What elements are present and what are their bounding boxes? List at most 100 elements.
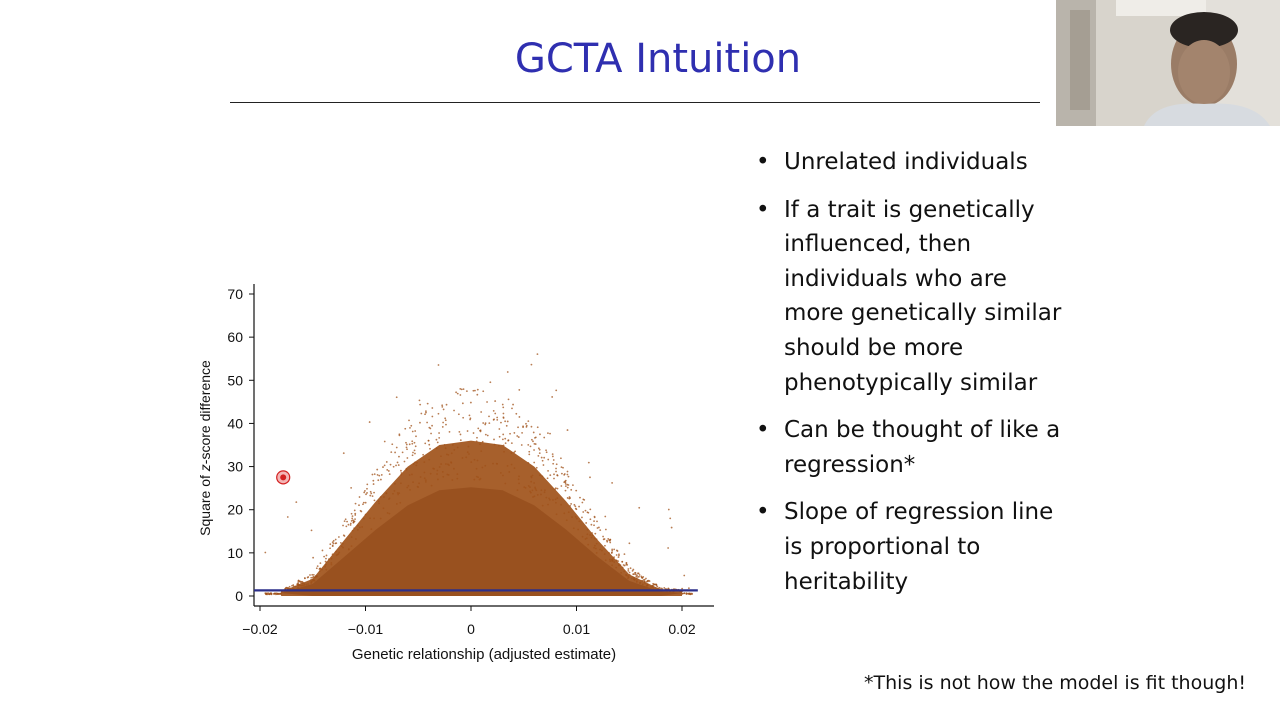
scatter-point: [533, 449, 535, 451]
scatter-point: [541, 504, 544, 507]
bullet-text-genetic-influence: If a trait is genetically influenced, th…: [784, 193, 1116, 401]
scatter-point: [354, 512, 357, 515]
scatter-point: [590, 523, 593, 526]
y-tick-label: 30: [227, 459, 243, 475]
scatter-point: [541, 459, 544, 462]
scatter-point: [459, 439, 462, 442]
scatter-point: [405, 443, 408, 446]
bullet-marker: •: [756, 149, 770, 175]
bullet-line: Can be thought of like a: [784, 417, 1061, 444]
scatter-point: [408, 419, 410, 422]
scatter-point: [437, 478, 439, 481]
scatter-point: [573, 503, 576, 506]
scatter-point: [406, 457, 409, 459]
scatter-point: [453, 409, 455, 412]
scatter-point: [408, 474, 411, 476]
scatter-point: [547, 432, 549, 435]
scatter-point: [502, 412, 505, 415]
scatter-point: [445, 453, 448, 456]
x-tick-label: −0.02: [242, 621, 278, 637]
scatter-point: [517, 426, 519, 429]
scatter-point: [292, 587, 295, 590]
scatter-point: [395, 503, 398, 505]
scatter-point: [683, 574, 686, 577]
scatter-point: [488, 415, 490, 418]
scatter-point: [400, 473, 403, 476]
scatter-point: [691, 593, 694, 595]
scatter-point: [501, 403, 504, 406]
scatter-point: [425, 411, 427, 414]
scatter-point: [411, 454, 414, 457]
scatter-point: [378, 474, 381, 477]
scatter-point: [502, 417, 505, 419]
scatter-point: [574, 505, 577, 508]
scatter-point: [529, 486, 531, 489]
scatter-point: [389, 463, 392, 466]
scatter-point: [590, 536, 593, 539]
scatter-point: [476, 388, 479, 391]
scatter-point: [615, 554, 618, 556]
scatter-point: [538, 448, 541, 451]
scatter-point: [438, 436, 441, 439]
scatter-point: [380, 474, 383, 476]
scatter-point: [547, 503, 549, 506]
scatter-point: [342, 452, 345, 455]
scatter-point: [335, 554, 338, 557]
scatter-point: [472, 389, 475, 392]
scatter-point: [657, 587, 660, 590]
scatter-point: [604, 515, 607, 518]
scatter-point: [510, 442, 513, 445]
scatter-point: [373, 473, 376, 476]
scatter-point: [555, 470, 557, 473]
scatter-point: [594, 532, 597, 535]
scatter-point: [536, 353, 539, 355]
scatter-point: [563, 512, 566, 515]
bullet-line: individuals who are: [784, 265, 1007, 292]
scatter-point: [465, 390, 468, 393]
scatter-point: [530, 438, 533, 441]
scatter-point: [321, 549, 324, 552]
scatter-point: [518, 475, 520, 478]
scatter-point: [330, 557, 333, 560]
x-tick-label: 0: [467, 621, 475, 637]
scatter-point: [530, 425, 533, 428]
scatter-point: [289, 587, 292, 590]
scatter-point: [395, 464, 397, 467]
scatter-point: [537, 454, 540, 457]
scatter-point: [685, 593, 688, 596]
scatter-point: [536, 426, 539, 429]
x-tick-label: 0.01: [563, 621, 590, 637]
laser-pointer-center: [280, 474, 287, 481]
bullet-line: Slope of regression line: [784, 499, 1054, 526]
scatter-point: [382, 466, 384, 468]
scatter-point: [459, 394, 462, 396]
scatter-point: [565, 519, 568, 522]
scatter-point: [623, 570, 626, 573]
scatter-point: [457, 413, 460, 416]
scatter-point: [602, 535, 604, 538]
scatter-point: [448, 431, 451, 433]
presenter-webcam: [1056, 0, 1280, 126]
scatter-point: [517, 478, 520, 481]
scatter-point: [345, 525, 348, 528]
scatter-point: [431, 424, 433, 427]
scatter-point: [383, 464, 386, 467]
scatter-point: [397, 493, 400, 496]
scatter-point: [353, 509, 356, 512]
scatter-point: [635, 580, 638, 582]
scatter-point: [613, 561, 616, 563]
scatter-point: [404, 427, 407, 430]
scatter-point: [350, 520, 353, 522]
scatter-point: [447, 453, 450, 456]
scatter-point: [414, 430, 417, 432]
scatter-point: [334, 542, 337, 545]
scatter-point: [641, 579, 644, 582]
scatter-point: [452, 467, 455, 470]
scatter-point: [598, 526, 600, 529]
scatter-point: [475, 467, 478, 470]
scatter-point: [350, 486, 353, 489]
bullet-marker: •: [756, 417, 770, 444]
scatter-point: [534, 486, 536, 489]
scatter-point: [498, 428, 501, 430]
scatter-point: [325, 557, 327, 560]
